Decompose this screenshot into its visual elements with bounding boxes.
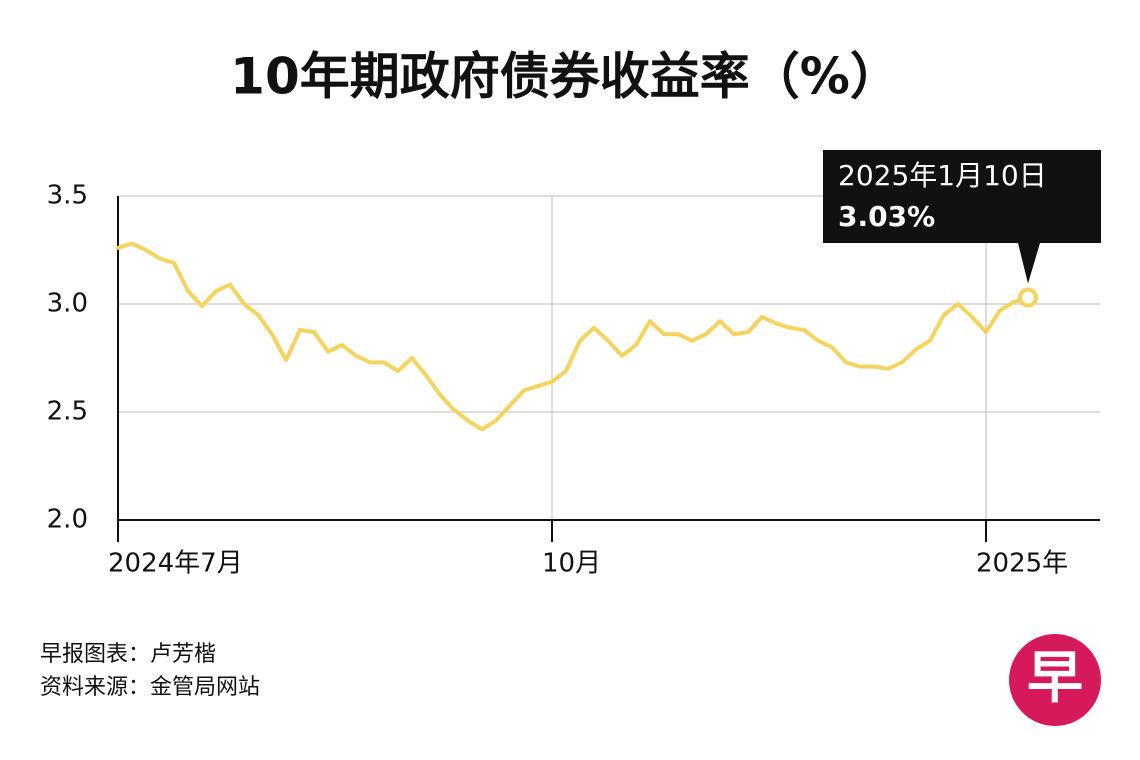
x-tick-label: 10月	[542, 549, 601, 579]
credit: 早报图表：卢芳楷	[40, 642, 216, 667]
highlight-point	[1018, 287, 1038, 308]
x-tick-label: 2025年	[976, 549, 1068, 579]
source: 资料来源：金管局网站	[40, 675, 260, 700]
y-tick-label: 3.0	[47, 289, 88, 319]
y-tick-label: 2.0	[47, 505, 88, 535]
callout-label: 2025年1月10日	[838, 159, 1047, 192]
callout-pointer	[1018, 243, 1040, 284]
logo-circle	[1009, 634, 1101, 726]
y-tick-label: 2.5	[47, 397, 88, 427]
x-tick-label: 2024年7月	[108, 549, 243, 579]
callout-box	[823, 150, 1101, 243]
chart-title: 10年期政府债券收益率（%）	[230, 48, 900, 106]
callout-value: 3.03%	[838, 200, 935, 233]
logo: 早	[1027, 646, 1083, 711]
y-tick-label: 3.5	[47, 181, 88, 211]
line-series	[116, 241, 1030, 432]
